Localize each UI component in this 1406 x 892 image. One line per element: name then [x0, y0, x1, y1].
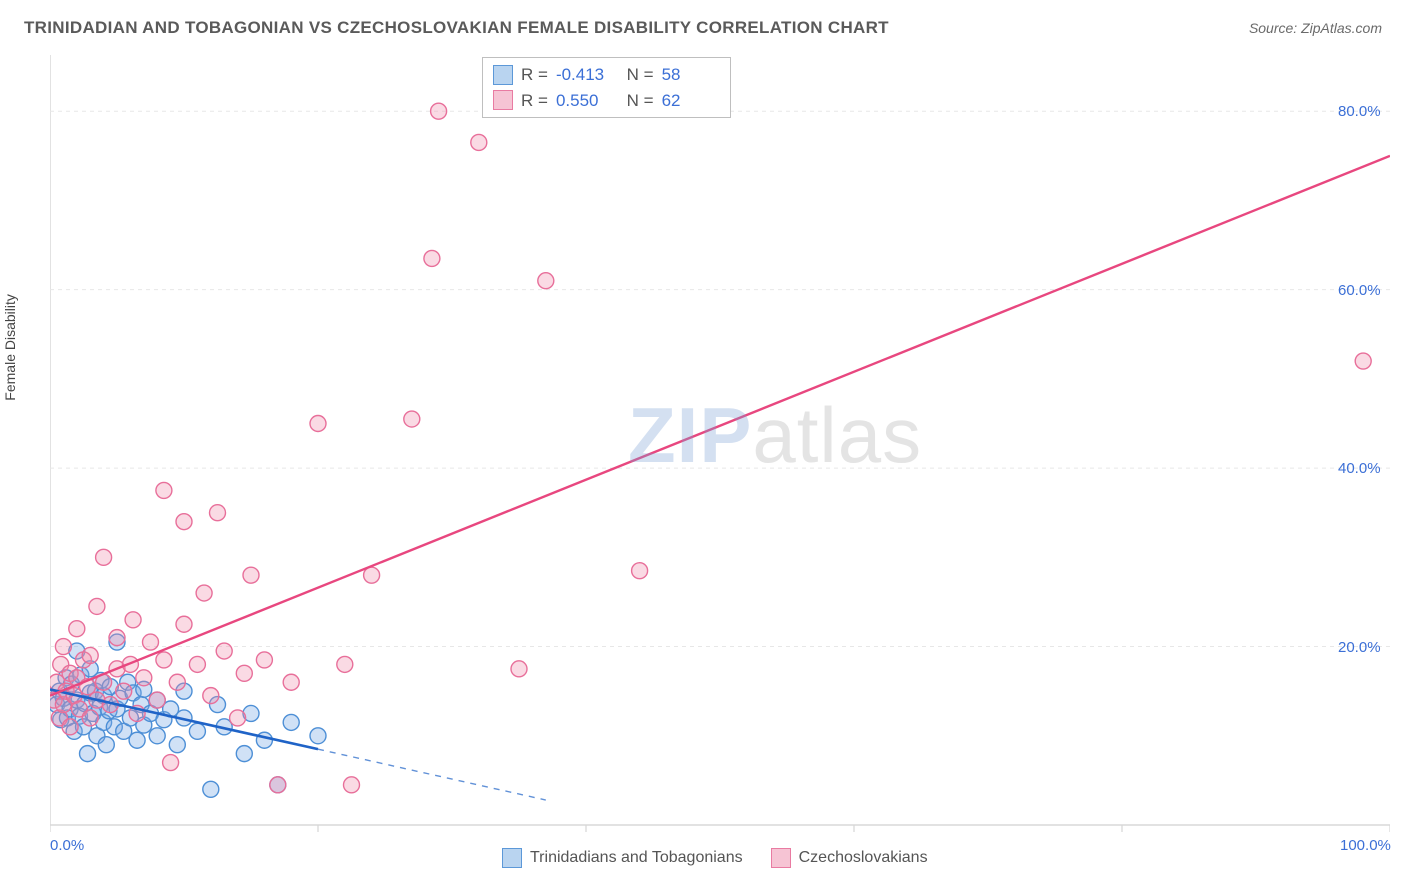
source-label: Source: — [1249, 20, 1301, 36]
legend-item: Czechoslovakians — [771, 848, 928, 868]
legend-swatch — [502, 848, 522, 868]
r-label: R = — [521, 62, 548, 88]
y-axis-label: Female Disability — [2, 294, 18, 401]
source-attribution: Source: ZipAtlas.com — [1249, 20, 1382, 36]
y-tick-label: 20.0% — [1338, 639, 1381, 656]
series-swatch — [493, 65, 513, 85]
y-tick-label: 40.0% — [1338, 460, 1381, 477]
legend-bottom: Trinidadians and Tobagonians Czechoslovak… — [502, 848, 928, 868]
r-value: 0.550 — [556, 88, 614, 114]
y-tick-label: 60.0% — [1338, 282, 1381, 299]
chart-title: TRINIDADIAN AND TOBAGONIAN VS CZECHOSLOV… — [24, 18, 889, 38]
stats-row: R = -0.413 N = 58 — [493, 62, 720, 88]
stats-row: R = 0.550 N = 62 — [493, 88, 720, 114]
n-value: 58 — [662, 62, 720, 88]
source-name: ZipAtlas.com — [1301, 20, 1382, 36]
series-swatch — [493, 90, 513, 110]
r-label: R = — [521, 88, 548, 114]
n-label: N = — [622, 88, 654, 114]
n-label: N = — [622, 62, 654, 88]
scatter-plot: ZIPatlas R =-0.413 N =58R =0.550 N =62 T… — [50, 55, 1390, 845]
r-value: -0.413 — [556, 62, 614, 88]
plot-svg — [50, 55, 1390, 845]
x-tick-label: 0.0% — [50, 837, 84, 854]
legend-label: Trinidadians and Tobagonians — [530, 849, 743, 867]
legend-label: Czechoslovakians — [799, 849, 928, 867]
legend-swatch — [771, 848, 791, 868]
chart-header: TRINIDADIAN AND TOBAGONIAN VS CZECHOSLOV… — [24, 18, 1382, 38]
x-tick-label: 100.0% — [1340, 837, 1391, 854]
legend-item: Trinidadians and Tobagonians — [502, 848, 743, 868]
n-value: 62 — [662, 88, 720, 114]
y-tick-label: 80.0% — [1338, 103, 1381, 120]
correlation-stats-box: R = -0.413 N = 58 R = 0.550 N = 62 — [482, 57, 731, 118]
